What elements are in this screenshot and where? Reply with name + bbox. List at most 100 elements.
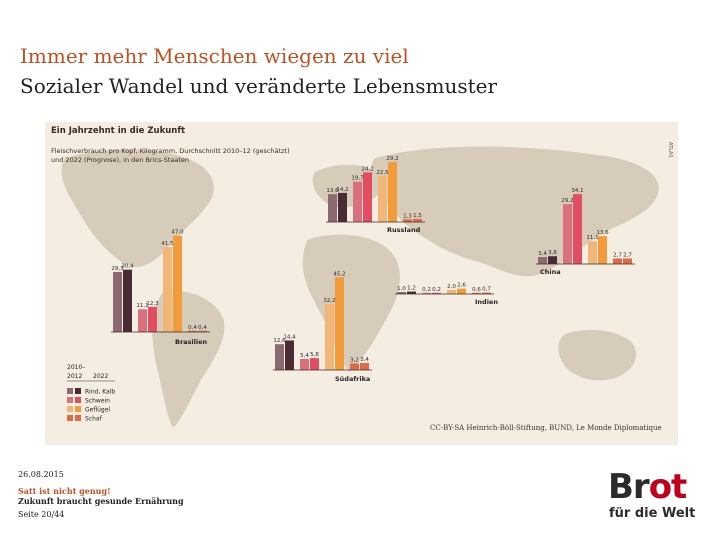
chart-subtitle-2: und 2022 (Prognose), in den Brics-Staate… bbox=[51, 156, 189, 164]
footer-topic: Zukunft braucht gesunde Ernährung bbox=[18, 496, 184, 506]
data-label-indien-0-1: 1,2 bbox=[407, 286, 416, 292]
legend-swatch-2-b bbox=[75, 406, 81, 412]
data-label-russland-2-0: 22,5 bbox=[376, 170, 389, 176]
country-label-indien: Indien bbox=[475, 298, 498, 306]
bar-russland-2-0 bbox=[378, 175, 387, 222]
period-label-1: 2012 bbox=[67, 373, 82, 380]
bar-indien-1-1 bbox=[432, 292, 441, 294]
bar-sdafrika-0-1 bbox=[285, 340, 294, 370]
logo-wordmark: Brot bbox=[608, 467, 687, 507]
bar-brasilien-0-0 bbox=[113, 271, 122, 332]
data-label-russland-1-0: 19,7 bbox=[351, 176, 364, 182]
data-label-china-0-1: 3,8 bbox=[548, 250, 557, 256]
data-label-sdafrika-3-0: 3,2 bbox=[350, 357, 359, 363]
data-label-indien-0-0: 1,0 bbox=[397, 286, 406, 292]
bar-sdafrika-3-0 bbox=[350, 363, 359, 370]
data-label-china-3-0: 2,7 bbox=[613, 252, 622, 258]
legend-label-1: Schwein bbox=[85, 398, 110, 405]
bar-brasilien-1-1 bbox=[148, 306, 157, 332]
bar-indien-1-0 bbox=[422, 292, 431, 294]
data-label-russland-0-0: 13,6 bbox=[326, 188, 339, 194]
legend-swatch-2-a bbox=[67, 406, 73, 412]
bar-china-0-1 bbox=[548, 256, 557, 264]
side-label: ATLAS bbox=[667, 142, 673, 158]
bar-brasilien-3-1 bbox=[198, 330, 207, 332]
data-label-sdafrika-2-0: 32,2 bbox=[323, 298, 335, 304]
legend-swatch-3-b bbox=[75, 415, 81, 421]
footer-page-number: Seite 20/44 bbox=[18, 510, 65, 519]
image-credit: CC-BY-SA Heinrich-Böll-Stiftung, BUND, L… bbox=[430, 424, 662, 432]
slide-title: Immer mehr Menschen wiegen zu viel bbox=[20, 44, 409, 68]
data-label-brasilien-0-1: 30,4 bbox=[121, 264, 134, 270]
bar-indien-3-0 bbox=[472, 292, 481, 294]
data-label-sdafrika-3-1: 3,4 bbox=[360, 357, 369, 363]
bar-russland-3-1 bbox=[413, 218, 422, 222]
bar-indien-2-1 bbox=[457, 288, 466, 294]
data-label-indien-1-1: 0,2 bbox=[432, 287, 441, 293]
bar-brasilien-2-1 bbox=[173, 235, 182, 332]
bar-sdafrika-2-1 bbox=[335, 277, 344, 370]
bar-sdafrika-1-1 bbox=[310, 358, 319, 370]
bar-russland-1-1 bbox=[363, 172, 372, 222]
legend-swatch-3-a bbox=[67, 415, 73, 421]
footer-campaign: Satt ist nicht genug! bbox=[18, 486, 111, 496]
bar-china-0-0 bbox=[538, 257, 547, 264]
data-label-russland-1-1: 24,2 bbox=[361, 166, 373, 172]
data-label-sdafrika-0-0: 12,6 bbox=[273, 338, 286, 344]
bar-russland-0-1 bbox=[338, 192, 347, 222]
data-label-indien-3-0: 0,6 bbox=[472, 287, 481, 293]
bar-sdafrika-1-0 bbox=[300, 358, 309, 370]
data-label-indien-1-0: 0,2 bbox=[422, 287, 431, 293]
data-label-china-1-0: 29,2 bbox=[561, 198, 573, 204]
data-label-china-2-0: 11,1 bbox=[586, 235, 598, 241]
bar-brasilien-3-0 bbox=[188, 330, 197, 332]
data-label-brasilien-1-1: 12,3 bbox=[146, 301, 159, 307]
period-label-0: 2010– bbox=[67, 364, 85, 371]
data-label-russland-0-1: 14,2 bbox=[336, 187, 348, 193]
bar-china-2-1 bbox=[598, 236, 607, 264]
country-label-sdafrika: Südafrika bbox=[335, 375, 370, 383]
data-label-brasilien-1-0: 11,1 bbox=[136, 303, 148, 309]
data-label-brasilien-2-1: 47,0 bbox=[171, 230, 184, 236]
bar-china-2-0 bbox=[588, 241, 597, 264]
data-label-indien-3-1: 0,7 bbox=[482, 287, 491, 293]
data-label-china-0-0: 3,4 bbox=[538, 251, 547, 257]
bar-sdafrika-0-0 bbox=[275, 344, 284, 370]
continent-africa bbox=[302, 234, 400, 372]
data-label-brasilien-3-0: 0,4 bbox=[188, 325, 197, 331]
bar-russland-0-0 bbox=[328, 194, 337, 222]
country-label-china: China bbox=[540, 268, 561, 276]
bar-sdafrika-2-0 bbox=[325, 303, 334, 370]
data-label-russland-2-1: 29,2 bbox=[386, 156, 398, 162]
country-label-brasilien: Brasilien bbox=[175, 338, 208, 346]
bar-brasilien-0-1 bbox=[123, 269, 132, 332]
logo-tagline: für die Welt bbox=[609, 506, 696, 521]
bar-indien-2-0 bbox=[447, 289, 456, 294]
bar-china-3-0 bbox=[613, 258, 622, 264]
legend-label-0: Rind, Kalb bbox=[85, 389, 115, 396]
data-label-sdafrika-2-1: 45,2 bbox=[333, 271, 345, 277]
bar-china-3-1 bbox=[623, 258, 632, 264]
bar-sdafrika-3-1 bbox=[360, 363, 369, 370]
bar-brasilien-1-0 bbox=[138, 309, 147, 332]
legend-label-2: Geflügel bbox=[85, 407, 110, 414]
bar-indien-0-1 bbox=[407, 291, 416, 294]
bar-russland-2-1 bbox=[388, 162, 397, 222]
bar-china-1-1 bbox=[573, 194, 582, 264]
bar-indien-3-1 bbox=[482, 292, 491, 294]
chart-subtitle-1: Fleischverbrauch pro Kopf, Kilogramm, Du… bbox=[51, 147, 290, 155]
footer-date: 26.08.2015 bbox=[18, 470, 64, 479]
meat-consumption-map-chart: 29,330,411,112,341,547,00,4 0,4Brasilien1… bbox=[45, 122, 678, 445]
chart-title: Ein Jahrzehnt in die Zukunft bbox=[51, 126, 185, 136]
data-label-brasilien-0-0: 29,3 bbox=[111, 266, 124, 272]
data-label-indien-2-1: 2,6 bbox=[457, 283, 466, 289]
data-label-china-2-1: 13,6 bbox=[596, 230, 609, 236]
legend-swatch-1-b bbox=[75, 397, 81, 403]
bar-china-1-0 bbox=[563, 204, 572, 264]
bar-russland-1-0 bbox=[353, 181, 362, 222]
data-label-russland-3-0: 1,3 bbox=[403, 213, 412, 219]
bar-indien-0-0 bbox=[397, 291, 406, 294]
brot-fuer-die-welt-logo: Brot für die Welt bbox=[608, 470, 704, 524]
data-label-sdafrika-1-1: 5,8 bbox=[310, 352, 319, 358]
continent-australia bbox=[558, 329, 637, 381]
